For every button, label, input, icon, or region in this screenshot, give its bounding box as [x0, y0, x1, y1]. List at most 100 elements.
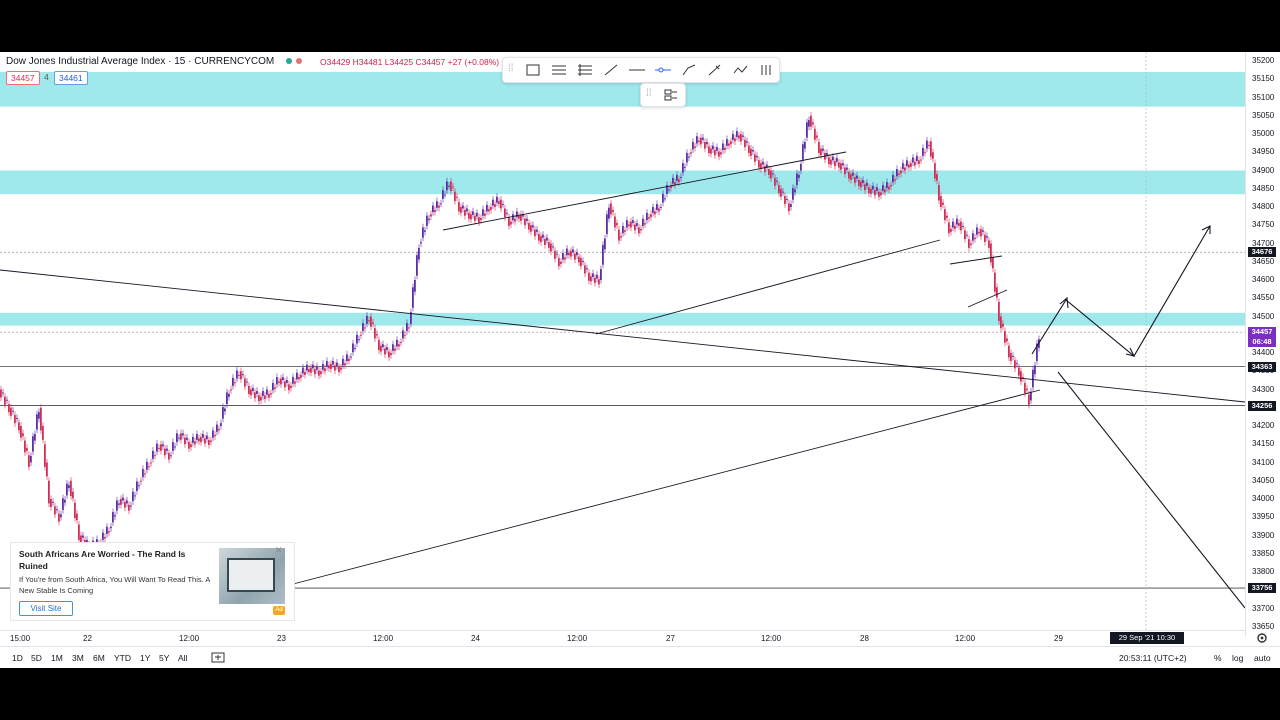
candle-body — [438, 205, 440, 208]
candle-body — [944, 209, 946, 221]
candle-body — [444, 194, 446, 196]
projection-path-up — [1031, 225, 1211, 357]
path-icon[interactable] — [681, 63, 697, 77]
candle-body — [164, 448, 166, 456]
percent-toggle[interactable]: % — [1214, 653, 1222, 663]
candle-body — [482, 209, 484, 216]
range-button-3m[interactable]: 3M — [72, 653, 84, 663]
candle-body — [868, 187, 870, 194]
candle-body — [172, 442, 174, 451]
candle-body — [1008, 345, 1010, 358]
range-button-1y[interactable]: 1Y — [140, 653, 151, 663]
trendline — [595, 239, 941, 335]
candle-body — [892, 174, 894, 183]
arrow-head — [1125, 347, 1136, 357]
fib-icon[interactable] — [551, 63, 567, 77]
horizontal-line-icon[interactable] — [629, 63, 645, 77]
settings-gear-icon[interactable] — [1256, 632, 1268, 644]
range-button-1m[interactable]: 1M — [51, 653, 63, 663]
candle-body — [926, 140, 928, 149]
candle-body — [318, 370, 320, 376]
candle-body — [984, 234, 986, 243]
price-axis-label: 34700 — [1252, 238, 1275, 248]
auto-toggle[interactable]: auto — [1254, 653, 1271, 663]
candle-body — [654, 211, 656, 215]
candle-body — [790, 204, 792, 207]
candle-body — [448, 185, 450, 187]
candle-body — [894, 179, 896, 181]
candle-body — [404, 334, 406, 336]
candle-body — [498, 201, 500, 205]
candle-body — [388, 351, 390, 358]
bars-icon[interactable] — [759, 63, 775, 77]
candle-body — [764, 166, 766, 172]
candle-body — [586, 268, 588, 270]
candle-body — [850, 174, 852, 180]
symbol-title[interactable]: Dow Jones Industrial Average Index · 15 … — [6, 56, 275, 67]
candle-body — [506, 212, 508, 214]
candle-body — [986, 236, 988, 238]
candle-body — [14, 415, 16, 424]
trendline-icon[interactable] — [603, 63, 619, 77]
visit-site-button[interactable]: Visit Site — [19, 601, 73, 616]
horizontal-ray-icon[interactable] — [655, 63, 671, 77]
candle-body — [528, 223, 530, 230]
sell-price-button[interactable]: 34457 — [6, 71, 40, 85]
candle-body — [304, 371, 306, 375]
ad-image[interactable] — [219, 548, 285, 604]
candle-body — [284, 381, 286, 388]
candle-body — [400, 342, 402, 344]
price-axis-label: 34750 — [1252, 220, 1275, 230]
candle-body — [836, 158, 838, 162]
market-open-icon — [286, 58, 292, 64]
candle-body — [590, 276, 592, 282]
object-tree-icon[interactable] — [663, 88, 679, 102]
candle-body — [244, 378, 246, 387]
range-button-5d[interactable]: 5D — [31, 653, 42, 663]
price-axis-label: 34800 — [1252, 202, 1275, 211]
brush-icon[interactable] — [707, 63, 723, 77]
pitchfork-icon[interactable] — [577, 63, 593, 77]
candle-body — [280, 378, 282, 385]
candle-body — [728, 143, 730, 146]
pattern-icon[interactable] — [733, 63, 749, 77]
candle-body — [286, 380, 288, 383]
candle-body — [810, 115, 812, 127]
buy-price-button[interactable]: 34461 — [54, 71, 88, 85]
ad-banner[interactable]: South Africans Are Worried - The Rand Is… — [10, 542, 295, 621]
range-button-1d[interactable]: 1D — [12, 653, 23, 663]
trendline — [442, 151, 847, 231]
drag-handle-icon[interactable]: ⁞⁞ — [646, 88, 652, 99]
candle-body — [898, 173, 900, 175]
candle-body — [214, 434, 216, 437]
range-button-6m[interactable]: 6M — [93, 653, 105, 663]
candle-body — [326, 361, 328, 367]
range-button-ytd[interactable]: YTD — [114, 653, 131, 663]
projection-path-down — [1057, 371, 1245, 609]
ad-text: If You're from South Africa, You Will Wa… — [19, 575, 210, 595]
candle-body — [484, 213, 486, 216]
price-axis-label: 34550 — [1252, 293, 1275, 303]
price-axis-label: 34650 — [1252, 256, 1275, 266]
candle-body — [488, 209, 490, 212]
candle-body — [870, 188, 872, 194]
ad-title[interactable]: South Africans Are Worried - The Rand Is… — [19, 549, 186, 571]
candle-body — [598, 279, 600, 285]
drag-handle-icon[interactable]: ⁞⁞ — [508, 63, 514, 74]
candle-body — [486, 204, 488, 212]
date-range-icon[interactable] — [211, 652, 225, 663]
close-icon[interactable]: ✕ — [275, 545, 283, 555]
log-toggle[interactable]: log — [1232, 653, 1244, 663]
candle-body — [34, 434, 36, 441]
candle-body — [956, 218, 958, 225]
candle-body — [266, 389, 268, 395]
range-button-5y[interactable]: 5Y — [159, 653, 170, 663]
candle-body — [902, 163, 904, 170]
candle-body — [322, 363, 324, 370]
candle-body — [854, 177, 856, 183]
candle-body — [852, 172, 854, 176]
rectangle-icon[interactable] — [525, 63, 541, 77]
time-axis[interactable]: 15:00 22 12:00 23 12:00 24 12:00 27 12:00 28 12:00… — [0, 630, 1245, 645]
range-button-all[interactable]: All — [178, 653, 188, 663]
clock[interactable]: 20:53:11 (UTC+2) — [1119, 653, 1187, 663]
